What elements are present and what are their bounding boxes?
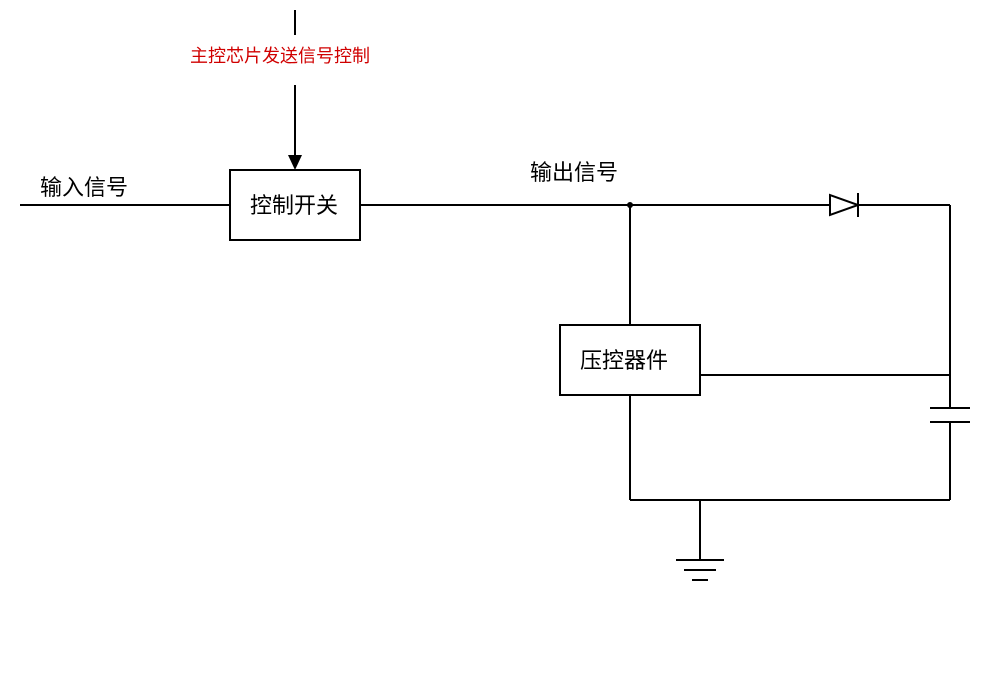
ground-icon [676, 560, 724, 580]
control-signal-label: 主控芯片发送信号控制 [190, 46, 370, 66]
switch-box-label: 控制开关 [250, 193, 338, 218]
diode-icon [830, 193, 858, 217]
input-signal-label: 输入信号 [40, 175, 128, 200]
capacitor-icon [930, 408, 970, 422]
circuit-diagram: 主控芯片发送信号控制 输入信号 控制开关 输出信号 压控器件 [0, 0, 1000, 700]
arrowhead-down [288, 155, 302, 170]
output-signal-label: 输出信号 [530, 160, 618, 185]
vc-device-label: 压控器件 [580, 348, 668, 373]
